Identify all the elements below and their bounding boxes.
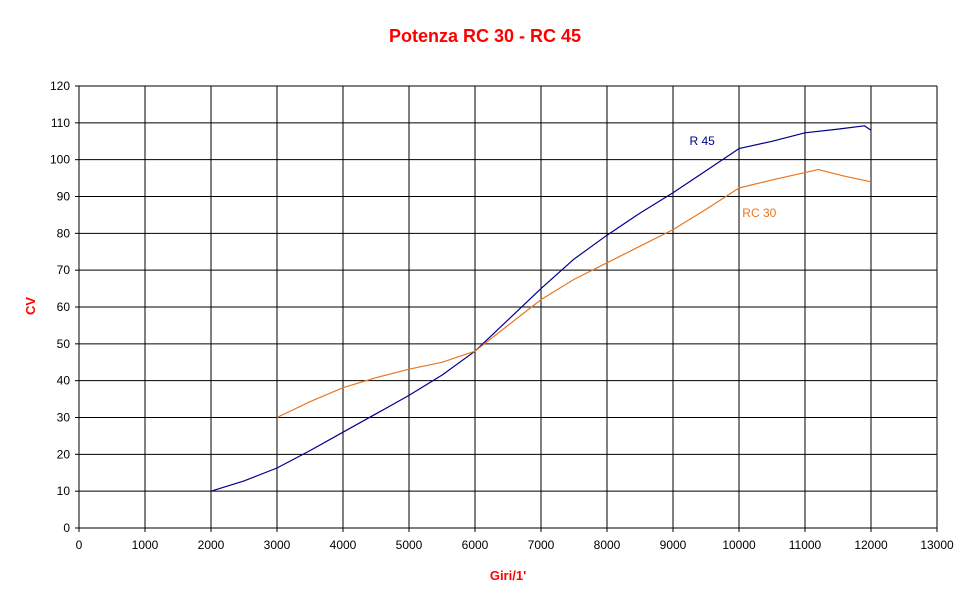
x-tick-label: 4000 [330,538,357,552]
x-tick-label: 7000 [528,538,555,552]
y-tick-label: 90 [57,190,71,204]
x-tick-label: 10000 [722,538,756,552]
x-axis-label: Giri/1' [490,568,526,583]
series-line-rc30 [276,169,872,419]
x-tick-label: 0 [76,538,83,552]
series-label-rc30: RC 30 [742,206,776,220]
x-axis-ticks: 0 1000 2000 3000 4000 5000 6000 7000 8000 9000 100… [76,528,954,552]
y-tick-label: 50 [57,337,71,351]
y-tick-label: 110 [51,116,70,130]
series-group: R 45 RC 30 [210,125,872,492]
y-tick-label: 10 [57,484,71,498]
y-tick-label: 80 [57,226,71,240]
y-tick-label: 70 [57,263,71,277]
x-tick-label: 9000 [660,538,687,552]
y-tick-label: 120 [50,79,70,93]
y-tick-label: 30 [57,411,71,425]
y-axis-ticks: 0 10 20 30 40 50 60 70 80 90 100 110 120 [50,79,79,535]
series-label-r45: R 45 [690,134,716,148]
x-tick-label: 1000 [132,538,159,552]
x-tick-label: 12000 [854,538,888,552]
y-tick-label: 100 [50,153,70,167]
y-tick-label: 40 [57,374,71,388]
x-tick-label: 6000 [462,538,489,552]
chart-title: Potenza RC 30 - RC 45 [389,26,581,46]
y-tick-label: 60 [57,300,71,314]
x-tick-label: 2000 [198,538,225,552]
grid [78,85,938,529]
series-line-r45 [210,125,872,492]
x-tick-label: 8000 [594,538,621,552]
y-axis-label: CV [23,297,38,315]
x-tick-label: 5000 [396,538,423,552]
y-tick-label: 20 [57,447,71,461]
x-tick-label: 13000 [920,538,954,552]
x-tick-label: 3000 [264,538,291,552]
x-tick-label: 11000 [789,538,822,552]
y-tick-label: 0 [63,521,70,535]
